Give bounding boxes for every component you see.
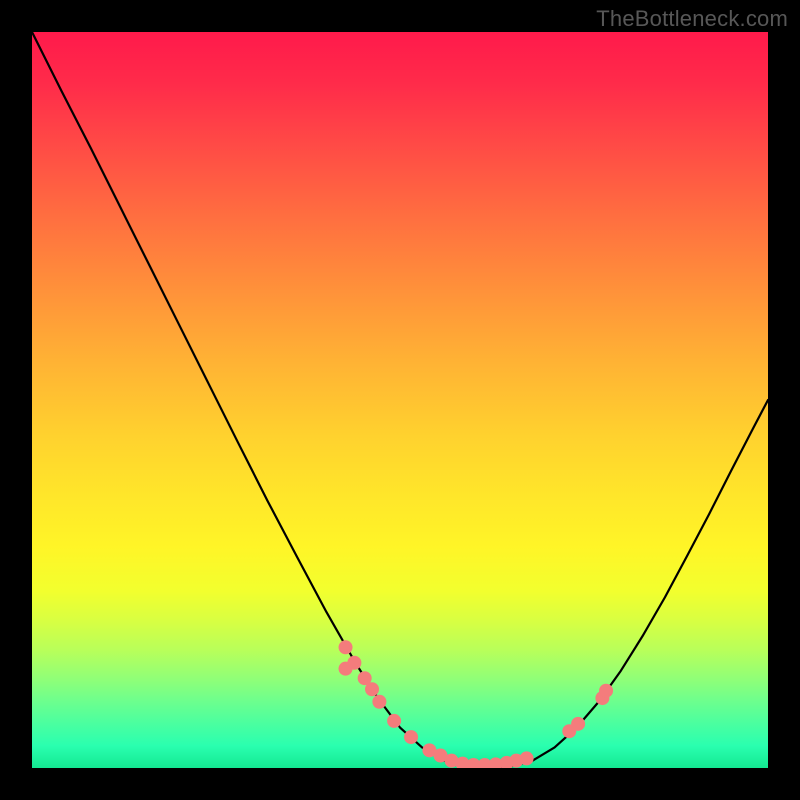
data-marker [520, 751, 534, 765]
data-marker [571, 717, 585, 731]
chart-svg-layer [32, 32, 768, 768]
data-marker [372, 695, 386, 709]
chart-plot-area [32, 32, 768, 768]
data-marker [599, 684, 613, 698]
data-marker [404, 730, 418, 744]
bottleneck-curve [32, 32, 768, 768]
attribution-text: TheBottleneck.com [596, 6, 788, 32]
data-marker [339, 640, 353, 654]
data-marker [365, 682, 379, 696]
data-marker [347, 656, 361, 670]
data-marker [387, 714, 401, 728]
